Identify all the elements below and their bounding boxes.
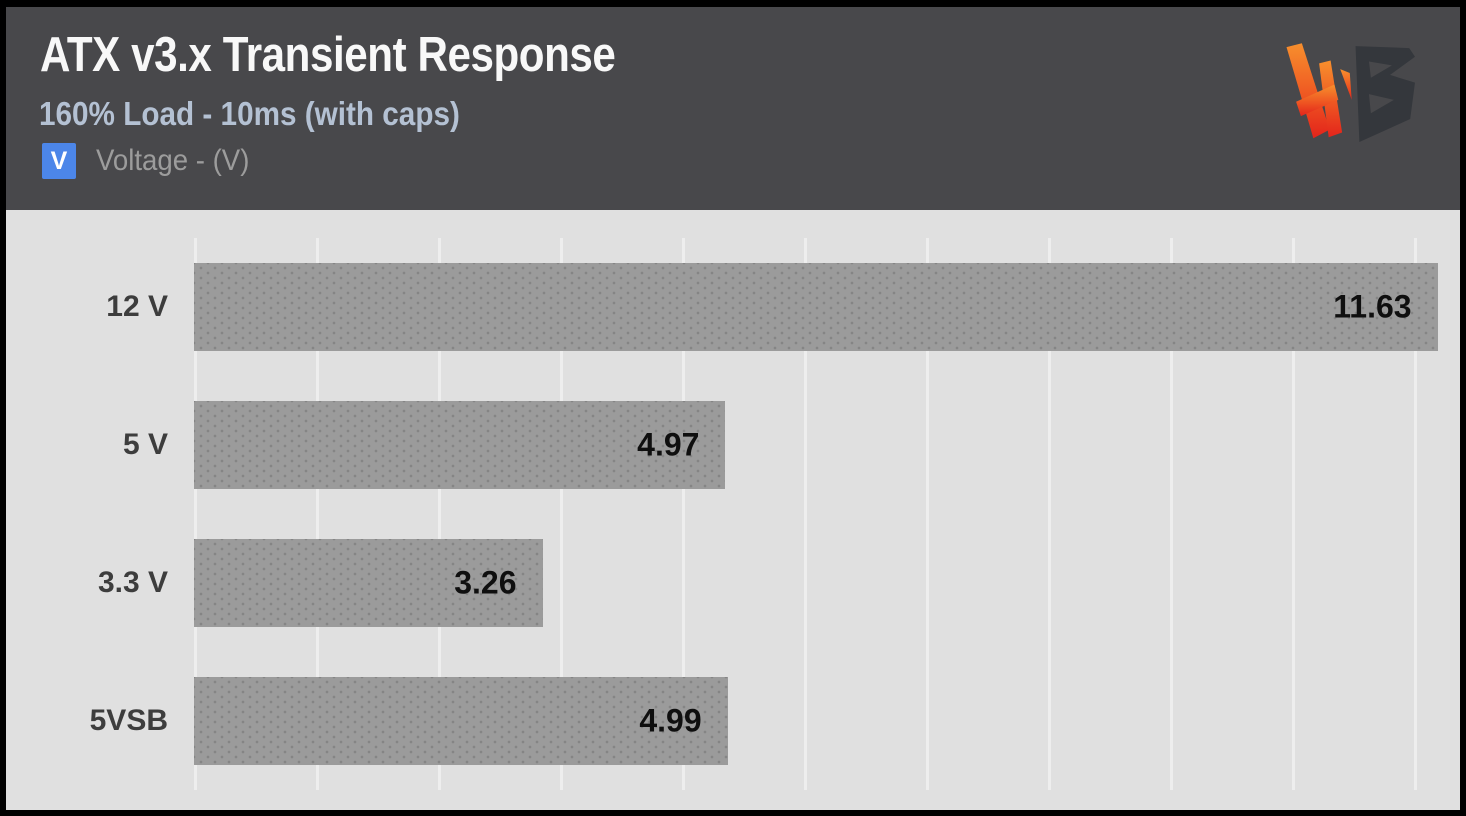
chart-header: ATX v3.x Transient Response 160% Load - … (6, 7, 1460, 210)
hardware-busters-logo-icon (1286, 43, 1415, 143)
bar-track: 4.97 (194, 401, 1460, 489)
legend-series-label: Voltage - (V) (96, 144, 250, 177)
category-label: 5VSB (89, 704, 168, 737)
value-label: 4.99 (639, 702, 702, 739)
bar-row: 12 V 11.63 (6, 238, 1460, 376)
value-label: 11.63 (1333, 288, 1412, 325)
bar-row: 5VSB 4.99 (6, 652, 1460, 790)
bar-track: 11.63 (194, 263, 1460, 351)
value-label: 4.97 (637, 426, 700, 463)
chart-subtitle: 160% Load - 10ms (with caps) (39, 95, 460, 132)
chart-legend: V Voltage - (V) (42, 143, 263, 179)
legend-series-badge: V (42, 143, 76, 179)
category-label: 3.3 V (97, 566, 168, 599)
chart-plot-area: 12 V 11.63 5 V 4.97 3.3 V 3.26 5VSB 4.99 (6, 210, 1460, 810)
bar-rows: 12 V 11.63 5 V 4.97 3.3 V 3.26 5VSB 4.99 (6, 238, 1460, 790)
category-label: 5 V (122, 428, 168, 461)
bar-row: 5 V 4.97 (6, 376, 1460, 514)
chart-title: ATX v3.x Transient Response (40, 28, 616, 82)
value-label: 3.26 (454, 564, 517, 601)
bar: 11.63 (194, 263, 1438, 351)
bar-row: 3.3 V 3.26 (6, 514, 1460, 652)
bar-track: 4.99 (194, 677, 1460, 765)
bar: 3.26 (194, 539, 543, 627)
bar: 4.99 (194, 677, 728, 765)
category-label: 12 V (106, 290, 168, 323)
bar: 4.97 (194, 401, 726, 489)
bar-track: 3.26 (194, 539, 1460, 627)
